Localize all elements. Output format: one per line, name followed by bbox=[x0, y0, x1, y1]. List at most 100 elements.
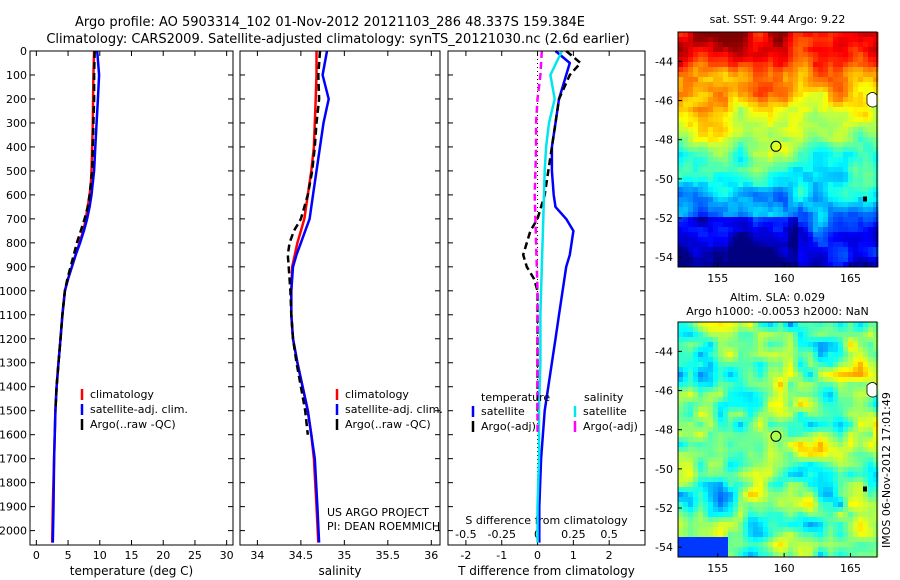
map-cell bbox=[778, 417, 784, 423]
map-cell bbox=[743, 332, 749, 338]
map-cell bbox=[683, 527, 689, 533]
map-cell bbox=[818, 347, 824, 353]
map-cell bbox=[793, 322, 799, 328]
map-cell bbox=[723, 487, 729, 493]
map-cell bbox=[723, 362, 729, 368]
map-cell bbox=[808, 357, 814, 363]
map-cell bbox=[693, 342, 699, 348]
map-cell bbox=[698, 397, 704, 403]
map-cell bbox=[793, 507, 799, 513]
map-cell bbox=[828, 257, 834, 263]
map-cell bbox=[698, 417, 704, 423]
map-cell bbox=[738, 262, 744, 268]
map-cell bbox=[788, 407, 794, 413]
map-cell bbox=[813, 412, 819, 418]
map-cell bbox=[783, 482, 789, 488]
map-cell bbox=[828, 227, 834, 233]
map-cell bbox=[763, 402, 769, 408]
map-cell bbox=[748, 172, 754, 178]
map-cell bbox=[778, 512, 784, 518]
map-cell bbox=[808, 132, 814, 138]
legend-label: climatology bbox=[345, 388, 409, 401]
map-cell bbox=[788, 72, 794, 78]
map-cell bbox=[773, 222, 779, 228]
map-cell bbox=[753, 542, 759, 548]
map-cell bbox=[838, 107, 844, 113]
map-cell bbox=[698, 52, 704, 58]
map-cell bbox=[813, 497, 819, 503]
map-cell bbox=[868, 397, 874, 403]
map-cell bbox=[793, 417, 799, 423]
map-cell bbox=[863, 132, 869, 138]
map-cell bbox=[793, 467, 799, 473]
map-cell bbox=[708, 347, 714, 353]
map-cell bbox=[773, 132, 779, 138]
map-cell bbox=[833, 392, 839, 398]
map-cell bbox=[823, 117, 829, 123]
x-tick-label: 165 bbox=[840, 272, 861, 285]
map-cell bbox=[728, 432, 734, 438]
map-cell bbox=[873, 262, 879, 268]
map-cell bbox=[768, 177, 774, 183]
map-cell bbox=[863, 67, 869, 73]
map-cell bbox=[743, 507, 749, 513]
map-cell bbox=[713, 532, 719, 538]
map-cell bbox=[818, 492, 824, 498]
map-cell bbox=[678, 407, 684, 413]
map-cell bbox=[858, 482, 864, 488]
map-cell bbox=[748, 97, 754, 103]
map-cell bbox=[873, 337, 879, 343]
map-cell bbox=[858, 532, 864, 538]
map-cell bbox=[688, 127, 694, 133]
map-cell bbox=[868, 402, 874, 408]
map-cell bbox=[733, 397, 739, 403]
map-cell bbox=[768, 432, 774, 438]
map-cell bbox=[728, 492, 734, 498]
map-cell bbox=[848, 547, 854, 553]
map-cell bbox=[688, 517, 694, 523]
map-cell bbox=[748, 432, 754, 438]
map-cell bbox=[823, 537, 829, 543]
map-cell bbox=[703, 252, 709, 258]
map-cell bbox=[828, 397, 834, 403]
map-cell bbox=[838, 67, 844, 73]
map-cell bbox=[788, 377, 794, 383]
map-cell bbox=[733, 477, 739, 483]
map-cell bbox=[848, 137, 854, 143]
map-cell bbox=[698, 522, 704, 528]
map-cell bbox=[768, 447, 774, 453]
map-cell bbox=[793, 42, 799, 48]
map-cell bbox=[873, 87, 879, 93]
map-cell bbox=[818, 512, 824, 518]
map-cell bbox=[718, 172, 724, 178]
map-cell bbox=[763, 447, 769, 453]
map-cell bbox=[718, 337, 724, 343]
map-cell bbox=[833, 372, 839, 378]
map-cell bbox=[868, 497, 874, 503]
map-cell bbox=[763, 487, 769, 493]
map-cell bbox=[678, 202, 684, 208]
map-cell bbox=[753, 452, 759, 458]
map-cell bbox=[853, 182, 859, 188]
map-cell bbox=[713, 512, 719, 518]
map-cell bbox=[728, 367, 734, 373]
map-cell bbox=[763, 412, 769, 418]
map-cell bbox=[813, 337, 819, 343]
map-cell bbox=[788, 412, 794, 418]
map-cell bbox=[873, 232, 879, 238]
map-cell bbox=[798, 517, 804, 523]
map-cell bbox=[788, 427, 794, 433]
map-cell bbox=[793, 147, 799, 153]
map-cell bbox=[708, 72, 714, 78]
map-cell bbox=[768, 182, 774, 188]
map-cell bbox=[683, 327, 689, 333]
map-cell bbox=[718, 387, 724, 393]
map-cell bbox=[723, 532, 729, 538]
map-cell bbox=[818, 42, 824, 48]
map-cell bbox=[718, 452, 724, 458]
map-cell bbox=[693, 177, 699, 183]
map-cell bbox=[718, 32, 724, 38]
map-cell bbox=[783, 87, 789, 93]
map-cell bbox=[703, 517, 709, 523]
map-cell bbox=[688, 32, 694, 38]
